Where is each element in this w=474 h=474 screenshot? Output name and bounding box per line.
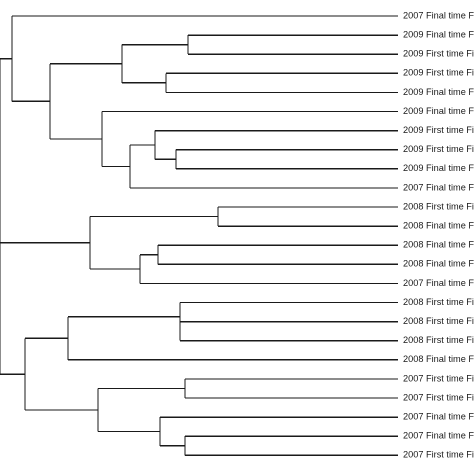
leaf-label: 2009 First time Fie bbox=[403, 125, 474, 135]
leaf-label: 2007 Final time Fie bbox=[403, 182, 474, 192]
leaf-label: 2009 Final time Fie bbox=[403, 30, 474, 40]
leaf-label: 2007 Final time Fie bbox=[403, 278, 474, 288]
leaf-label: 2007 Final time Fie bbox=[403, 431, 474, 441]
leaf-label: 2008 First time Fie bbox=[403, 335, 474, 345]
leaf-label: 2009 First time Fie bbox=[403, 144, 474, 154]
leaf-label: 2009 Final time Fie bbox=[403, 163, 474, 173]
leaf-label: 2009 First time Fie bbox=[403, 49, 474, 59]
leaf-label: 2008 First time Fie bbox=[403, 201, 474, 211]
leaf-label: 2007 First time Fie bbox=[403, 373, 474, 383]
leaf-label: 2009 Final time Fie bbox=[403, 106, 474, 116]
leaf-label: 2008 First time Fie bbox=[403, 297, 474, 307]
dendrogram-branches bbox=[0, 15, 398, 456]
leaf-label: 2009 Final time Fie bbox=[403, 87, 474, 97]
leaf-label: 2007 Final time Fie bbox=[403, 10, 474, 20]
leaf-label: 2008 Final time Fie bbox=[403, 221, 474, 231]
leaf-label: 2008 Final time Fie bbox=[403, 240, 474, 250]
leaf-label: 2007 First time Fie bbox=[403, 450, 474, 460]
leaf-label: 2008 First time Fie bbox=[403, 316, 474, 326]
leaf-label: 2008 Final time Fie bbox=[403, 354, 474, 364]
leaf-label: 2007 Final time Fie bbox=[403, 412, 474, 422]
leaf-label: 2008 Final time Fie bbox=[403, 259, 474, 269]
leaf-labels: 2007 Final time Fie 2009 Final time Fie 20… bbox=[403, 10, 474, 459]
leaf-label: 2009 First time Fie bbox=[403, 68, 474, 78]
leaf-label: 2007 First time Fie bbox=[403, 392, 474, 402]
